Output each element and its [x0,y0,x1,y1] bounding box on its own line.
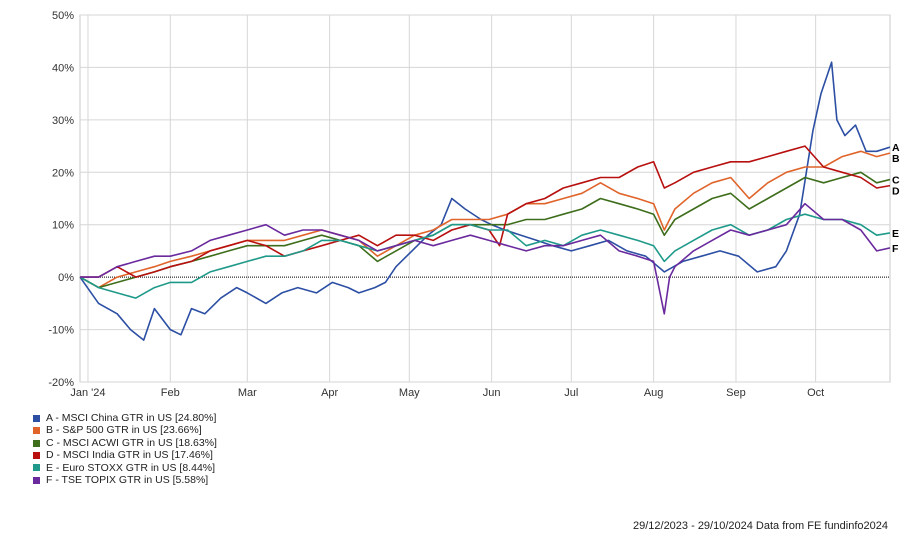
series-end-label: F [892,243,899,255]
x-tick-label: Aug [644,387,664,399]
series-line [80,145,891,278]
y-tick-label: -10% [48,325,74,337]
x-tick-label: Jan '24 [70,387,105,399]
legend-label: C - MSCI ACWI GTR in US [18.63%] [46,436,217,449]
data-source-footer: 29/12/2023 - 29/10/2024 Data from FE fun… [632,520,888,532]
legend-label: D - MSCI India GTR in US [17.46%] [46,449,213,462]
x-tick-label: Mar [238,387,257,399]
legend: A - MSCI China GTR in US [24.80%] B - S&… [33,412,217,486]
series-line [79,171,891,289]
y-tick-label: 30% [52,115,74,127]
x-tick-label: Jun [483,387,501,399]
series-end-label: B [892,153,900,165]
legend-swatch [33,476,40,484]
legend-label: E - Euro STOXX GTR in US [8.44%] [46,461,216,474]
x-tick-label: Apr [321,387,338,399]
y-tick-label: 10% [52,220,74,232]
legend-swatch [33,414,40,422]
legend-swatch [33,439,40,447]
y-tick-label: 50% [52,10,74,22]
y-tick-label: 40% [52,62,74,74]
legend-label: A - MSCI China GTR in US [24.80%] [46,412,217,424]
plot-area [79,14,891,383]
legend-label: B - S&P 500 GTR in US [23.66%] [46,424,202,437]
x-tick-label: Oct [807,387,824,399]
legend-swatch [33,451,40,459]
series-line [80,202,891,315]
legend-item: C - MSCI ACWI GTR in US [18.63%] [33,437,217,449]
y-tick-label: 20% [52,167,74,179]
y-tick-label: 0% [58,272,74,284]
x-tick-label: Feb [161,387,180,399]
x-tick-label: May [399,387,420,399]
series-end-label: D [892,185,900,197]
legend-swatch [33,427,40,435]
series-end-label: E [892,228,899,240]
legend-swatch [33,464,40,472]
x-tick-label: Sep [726,387,746,399]
y-tick-label: -20% [48,377,74,389]
legend-item: F - TSE TOPIX GTR in US [5.58%] [33,474,217,486]
legend-item: A - MSCI China GTR in US [24.80%] [33,412,217,424]
legend-item: D - MSCI India GTR in US [17.46%] [33,449,217,461]
legend-item: B - S&P 500 GTR in US [23.66%] [33,424,217,436]
series-end-label: C [892,174,900,186]
series-end-label: A [892,142,900,154]
legend-item: E - Euro STOXX GTR in US [8.44%] [33,462,217,474]
legend-label: F - TSE TOPIX GTR in US [5.58%] [46,474,209,487]
x-tick-label: Jul [564,387,578,399]
